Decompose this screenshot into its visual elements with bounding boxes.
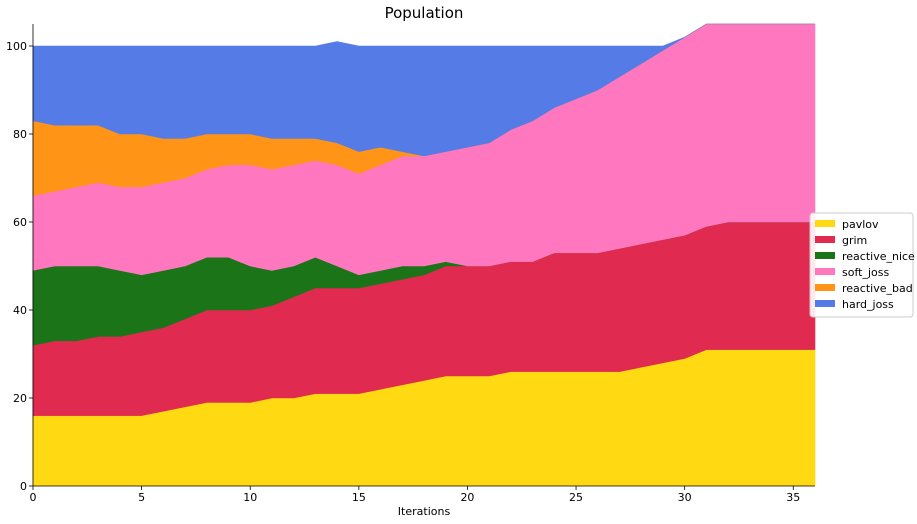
legend-swatch-reactive-nice xyxy=(815,252,835,259)
legend-swatch-grim xyxy=(815,236,835,243)
legend-label-pavlov: pavlov xyxy=(842,218,879,231)
stacked-areas xyxy=(32,23,816,487)
legend-label-reactive-nice: reactive_nice xyxy=(842,250,915,263)
y-tick-label: 0 xyxy=(20,480,27,493)
legend-box xyxy=(809,212,914,318)
x-tick-label: 30 xyxy=(678,491,692,504)
x-tick-label: 20 xyxy=(460,491,474,504)
y-tick-label: 60 xyxy=(13,216,27,229)
legend-label-soft-joss: soft_joss xyxy=(842,266,889,279)
x-tick-label: 10 xyxy=(243,491,257,504)
legend-swatch-reactive-bad xyxy=(815,284,835,291)
x-tick-label: 15 xyxy=(352,491,366,504)
axes: 0 5 10 15 20 25 30 35 0 20 40 60 80 100 xyxy=(6,24,815,504)
x-tick-label: 0 xyxy=(30,491,37,504)
x-tick-label: 25 xyxy=(569,491,583,504)
legend-swatch-soft-joss xyxy=(815,268,835,275)
y-tick-label: 100 xyxy=(6,40,27,53)
y-tick-label: 40 xyxy=(13,304,27,317)
x-tick-label: 5 xyxy=(138,491,145,504)
legend-swatch-pavlov xyxy=(815,220,835,227)
legend-swatch-hard-joss xyxy=(815,300,835,307)
legend-label-reactive-bad: reactive_bad xyxy=(842,282,913,295)
area-hard-joss xyxy=(32,23,815,157)
chart-title: Population xyxy=(385,4,464,22)
legend: pavlov grim reactive_nice soft_joss reactive… xyxy=(809,212,915,318)
legend-label-hard-joss: hard_joss xyxy=(842,298,894,311)
y-tick-label: 80 xyxy=(13,128,27,141)
x-tick-label: 35 xyxy=(786,491,800,504)
legend-label-grim: grim xyxy=(842,234,867,247)
x-axis-label: Iterations xyxy=(398,505,451,518)
y-tick-label: 20 xyxy=(13,392,27,405)
